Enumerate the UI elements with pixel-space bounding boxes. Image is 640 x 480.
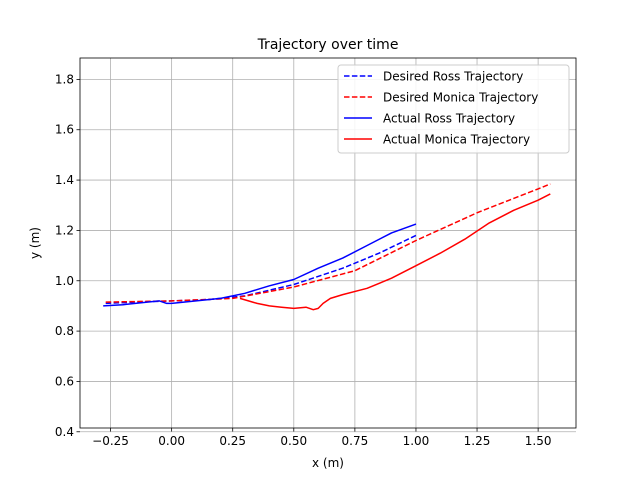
x-axis-label: x (m) [312,456,344,470]
actual-ross-trajectory-line [103,223,417,307]
chart-title: Trajectory over time [257,37,399,53]
x-tick-label: 1.25 [464,434,491,448]
y-tick-label: 1.6 [55,123,74,137]
legend-box [337,64,570,154]
x-tick-label: 1.50 [525,434,552,448]
series-group [103,183,551,311]
x-tick-label: −0.25 [92,434,129,448]
x-tick-label: 1.00 [403,434,430,448]
actual-monica-trajectory-line [239,193,551,311]
legend-label-actual-ross-trajectory: Actual Ross Trajectory [383,112,515,126]
y-tick-label: 0.4 [55,425,74,439]
y-axis-label: y (m) [28,227,42,259]
y-tick-label: 0.6 [55,374,74,388]
ticks: −0.25 0.00 0.25 0.50 0.75 1.00 1.25 1.50 0.4 0.6 0… [55,72,552,448]
desired-monica-trajectory-line [105,183,551,303]
legend: Desired Ross Trajectory Desired Monica Tr… [337,64,570,154]
x-tick-label: 0.50 [280,434,307,448]
legend-label-desired-monica-trajectory: Desired Monica Trajectory [383,91,538,105]
x-tick-label: 0.00 [158,434,185,448]
y-tick-label: 1.8 [55,72,74,86]
y-tick-label: 0.8 [55,324,74,338]
x-tick-label: 0.25 [219,434,246,448]
legend-label-desired-ross-trajectory: Desired Ross Trajectory [383,70,523,84]
y-tick-label: 1.4 [55,173,74,187]
legend-label-actual-monica-trajectory: Actual Monica Trajectory [383,133,530,147]
x-tick-label: 0.75 [342,434,369,448]
plot-frame [79,57,577,429]
y-tick-label: 1.2 [55,223,74,237]
y-tick-label: 1.0 [55,274,74,288]
